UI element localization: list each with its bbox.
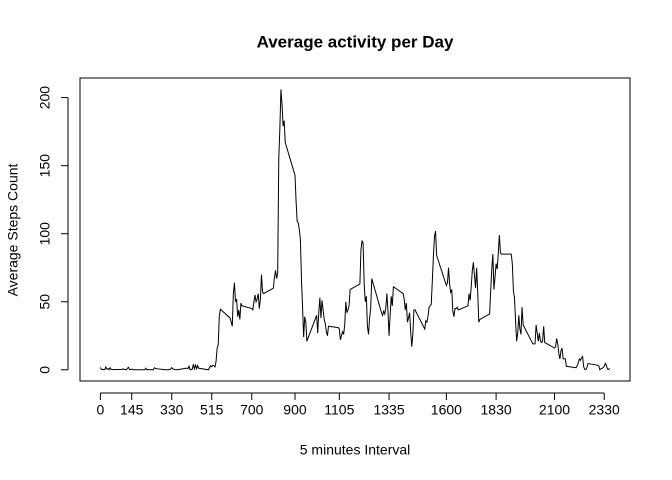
- x-tick-label: 1335: [373, 402, 404, 418]
- x-axis-label: 5 minutes Interval: [300, 442, 411, 458]
- y-tick-label: 0: [37, 366, 53, 374]
- plot-frame: [79, 77, 631, 382]
- x-tick-label: 2330: [589, 402, 620, 418]
- x-tick-label: 1600: [431, 402, 462, 418]
- data-line: [99, 89, 611, 371]
- y-axis-label: Average Steps Count: [5, 163, 21, 296]
- x-tick-label: 330: [160, 402, 184, 418]
- y-tick-label: 100: [37, 222, 53, 246]
- x-tick-label: 1830: [481, 402, 512, 418]
- y-tick-label: 200: [37, 86, 53, 110]
- x-tick-label: 0: [96, 402, 104, 418]
- x-tick-label: 700: [240, 402, 264, 418]
- x-tick-label: 900: [283, 402, 307, 418]
- x-tick-label: 515: [200, 402, 224, 418]
- y-tick-label: 150: [37, 154, 53, 178]
- x-tick-label: 2100: [539, 402, 570, 418]
- y-tick-label: 50: [37, 294, 53, 310]
- x-tick-label: 1105: [324, 402, 354, 418]
- chart-title: Average activity per Day: [257, 32, 454, 51]
- x-tick-label: 145: [120, 402, 144, 418]
